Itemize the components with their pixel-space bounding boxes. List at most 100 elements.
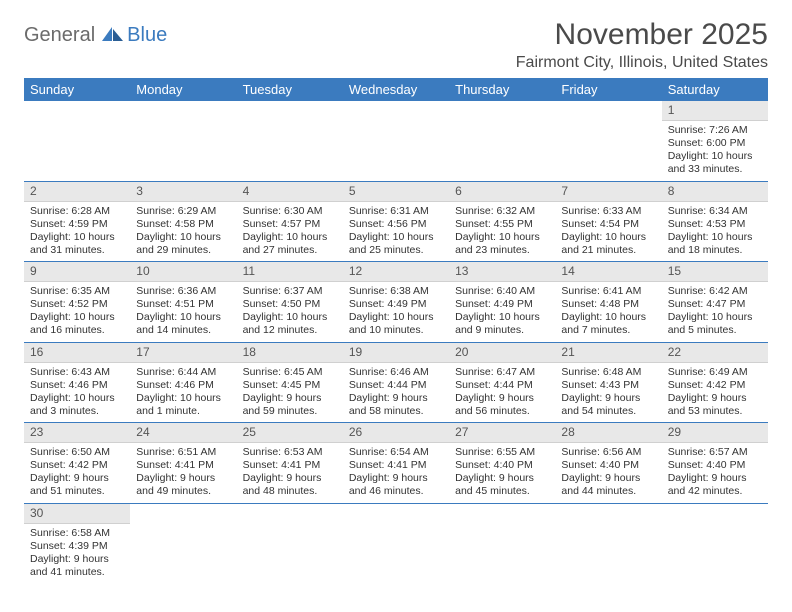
daylight-line: Daylight: 10 hours and 27 minutes. [243,231,337,257]
calendar-table: SundayMondayTuesdayWednesdayThursdayFrid… [24,78,768,583]
calendar-cell: 8Sunrise: 6:34 AMSunset: 4:53 PMDaylight… [662,181,768,262]
day-number: 13 [449,262,555,282]
sunrise-line: Sunrise: 6:42 AM [668,285,762,298]
sunrise-line: Sunrise: 6:35 AM [30,285,124,298]
daylight-line: Daylight: 10 hours and 18 minutes. [668,231,762,257]
day-header: Sunday [24,78,130,101]
daylight-line: Daylight: 10 hours and 21 minutes. [561,231,655,257]
sunset-line: Sunset: 4:49 PM [455,298,549,311]
day-header: Tuesday [237,78,343,101]
sunrise-line: Sunrise: 6:49 AM [668,366,762,379]
day-number: 9 [24,262,130,282]
sunset-line: Sunset: 4:50 PM [243,298,337,311]
daylight-line: Daylight: 10 hours and 16 minutes. [30,311,124,337]
daylight-line: Daylight: 9 hours and 48 minutes. [243,472,337,498]
calendar-cell: 25Sunrise: 6:53 AMSunset: 4:41 PMDayligh… [237,423,343,504]
day-header: Friday [555,78,661,101]
calendar-cell: 18Sunrise: 6:45 AMSunset: 4:45 PMDayligh… [237,342,343,423]
calendar-cell: 29Sunrise: 6:57 AMSunset: 4:40 PMDayligh… [662,423,768,504]
calendar-row: 30Sunrise: 6:58 AMSunset: 4:39 PMDayligh… [24,503,768,583]
calendar-cell-empty [662,503,768,583]
sunset-line: Sunset: 4:57 PM [243,218,337,231]
sunset-line: Sunset: 4:41 PM [349,459,443,472]
sunrise-line: Sunrise: 6:56 AM [561,446,655,459]
sunrise-line: Sunrise: 6:40 AM [455,285,549,298]
calendar-cell-empty [555,503,661,583]
daylight-line: Daylight: 10 hours and 31 minutes. [30,231,124,257]
sunset-line: Sunset: 4:47 PM [668,298,762,311]
calendar-cell-empty [449,101,555,181]
day-details: Sunrise: 6:32 AMSunset: 4:55 PMDaylight:… [449,202,555,262]
sunset-line: Sunset: 4:48 PM [561,298,655,311]
daylight-line: Daylight: 10 hours and 23 minutes. [455,231,549,257]
sunrise-line: Sunrise: 6:57 AM [668,446,762,459]
sunrise-line: Sunrise: 6:48 AM [561,366,655,379]
sunset-line: Sunset: 4:43 PM [561,379,655,392]
header: General Blue November 2025 Fairmont City… [24,18,768,72]
sunset-line: Sunset: 4:44 PM [349,379,443,392]
day-number: 27 [449,423,555,443]
day-number: 18 [237,343,343,363]
sunrise-line: Sunrise: 6:29 AM [136,205,230,218]
sunset-line: Sunset: 4:40 PM [561,459,655,472]
day-number: 28 [555,423,661,443]
title-block: November 2025 Fairmont City, Illinois, U… [516,18,768,72]
logo-text-blue: Blue [127,24,167,47]
daylight-line: Daylight: 10 hours and 5 minutes. [668,311,762,337]
logo: General Blue [24,24,167,47]
day-number: 2 [24,182,130,202]
daylight-line: Daylight: 9 hours and 59 minutes. [243,392,337,418]
sail-icon [99,25,125,43]
sunrise-line: Sunrise: 6:55 AM [455,446,549,459]
calendar-cell: 23Sunrise: 6:50 AMSunset: 4:42 PMDayligh… [24,423,130,504]
calendar-cell: 11Sunrise: 6:37 AMSunset: 4:50 PMDayligh… [237,262,343,343]
day-number: 3 [130,182,236,202]
sunset-line: Sunset: 4:46 PM [30,379,124,392]
sunset-line: Sunset: 4:46 PM [136,379,230,392]
calendar-cell: 1Sunrise: 7:26 AMSunset: 6:00 PMDaylight… [662,101,768,181]
daylight-line: Daylight: 10 hours and 1 minute. [136,392,230,418]
sunset-line: Sunset: 4:40 PM [455,459,549,472]
calendar-cell: 20Sunrise: 6:47 AMSunset: 4:44 PMDayligh… [449,342,555,423]
day-number: 23 [24,423,130,443]
day-details: Sunrise: 6:29 AMSunset: 4:58 PMDaylight:… [130,202,236,262]
sunrise-line: Sunrise: 6:28 AM [30,205,124,218]
daylight-line: Daylight: 10 hours and 14 minutes. [136,311,230,337]
calendar-cell: 16Sunrise: 6:43 AMSunset: 4:46 PMDayligh… [24,342,130,423]
calendar-cell-empty [130,503,236,583]
calendar-row: 16Sunrise: 6:43 AMSunset: 4:46 PMDayligh… [24,342,768,423]
daylight-line: Daylight: 9 hours and 54 minutes. [561,392,655,418]
day-details: Sunrise: 6:58 AMSunset: 4:39 PMDaylight:… [24,524,130,584]
sunrise-line: Sunrise: 6:44 AM [136,366,230,379]
calendar-row: 1Sunrise: 7:26 AMSunset: 6:00 PMDaylight… [24,101,768,181]
sunset-line: Sunset: 4:44 PM [455,379,549,392]
sunset-line: Sunset: 4:42 PM [30,459,124,472]
daylight-line: Daylight: 10 hours and 9 minutes. [455,311,549,337]
daylight-line: Daylight: 9 hours and 46 minutes. [349,472,443,498]
calendar-row: 2Sunrise: 6:28 AMSunset: 4:59 PMDaylight… [24,181,768,262]
calendar-cell: 5Sunrise: 6:31 AMSunset: 4:56 PMDaylight… [343,181,449,262]
sunrise-line: Sunrise: 6:54 AM [349,446,443,459]
day-number: 19 [343,343,449,363]
sunset-line: Sunset: 4:52 PM [30,298,124,311]
day-number: 26 [343,423,449,443]
daylight-line: Daylight: 10 hours and 10 minutes. [349,311,443,337]
sunset-line: Sunset: 4:53 PM [668,218,762,231]
sunset-line: Sunset: 6:00 PM [668,137,762,150]
day-details: Sunrise: 6:55 AMSunset: 4:40 PMDaylight:… [449,443,555,503]
day-number: 17 [130,343,236,363]
calendar-cell: 10Sunrise: 6:36 AMSunset: 4:51 PMDayligh… [130,262,236,343]
sunrise-line: Sunrise: 6:37 AM [243,285,337,298]
daylight-line: Daylight: 9 hours and 44 minutes. [561,472,655,498]
day-number: 16 [24,343,130,363]
day-details: Sunrise: 6:51 AMSunset: 4:41 PMDaylight:… [130,443,236,503]
sunrise-line: Sunrise: 6:36 AM [136,285,230,298]
daylight-line: Daylight: 10 hours and 3 minutes. [30,392,124,418]
day-number: 29 [662,423,768,443]
day-number: 6 [449,182,555,202]
sunrise-line: Sunrise: 7:26 AM [668,124,762,137]
calendar-cell: 22Sunrise: 6:49 AMSunset: 4:42 PMDayligh… [662,342,768,423]
calendar-cell: 9 Sunrise: 6:35 AMSunset: 4:52 PMDaylight… [24,262,130,343]
calendar-cell: 19Sunrise: 6:46 AMSunset: 4:44 PMDayligh… [343,342,449,423]
sunset-line: Sunset: 4:40 PM [668,459,762,472]
